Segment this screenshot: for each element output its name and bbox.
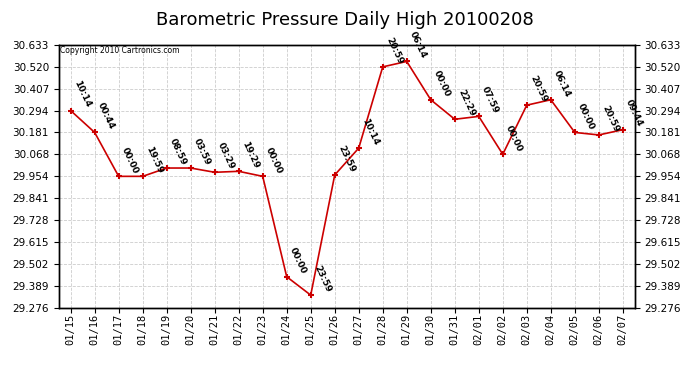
Text: 00:00: 00:00: [504, 124, 524, 153]
Text: 00:00: 00:00: [120, 146, 140, 175]
Text: 00:44: 00:44: [96, 101, 117, 131]
Text: 06:14: 06:14: [408, 30, 428, 60]
Text: 03:59: 03:59: [192, 137, 213, 166]
Text: 08:59: 08:59: [168, 137, 188, 166]
Text: 19:29: 19:29: [240, 140, 260, 170]
Text: 20:59: 20:59: [600, 104, 620, 134]
Text: 20:59: 20:59: [384, 36, 404, 66]
Text: 23:59: 23:59: [336, 144, 357, 174]
Text: Barometric Pressure Daily High 20100208: Barometric Pressure Daily High 20100208: [156, 11, 534, 29]
Text: 00:00: 00:00: [288, 246, 308, 275]
Text: 19:59: 19:59: [144, 145, 164, 175]
Text: 22:29: 22:29: [456, 88, 477, 118]
Text: 23:59: 23:59: [312, 264, 333, 294]
Text: 07:59: 07:59: [480, 85, 500, 115]
Text: 10:14: 10:14: [72, 80, 92, 109]
Text: 10:14: 10:14: [360, 117, 380, 147]
Text: 06:14: 06:14: [552, 69, 573, 98]
Text: Copyright 2010 Cartronics.com: Copyright 2010 Cartronics.com: [60, 45, 179, 54]
Text: 03:29: 03:29: [216, 141, 237, 171]
Text: 00:00: 00:00: [576, 102, 596, 131]
Text: 00:00: 00:00: [432, 69, 452, 98]
Text: 09:44: 09:44: [624, 98, 644, 128]
Text: 20:59: 20:59: [528, 74, 549, 104]
Text: 00:00: 00:00: [264, 146, 284, 175]
